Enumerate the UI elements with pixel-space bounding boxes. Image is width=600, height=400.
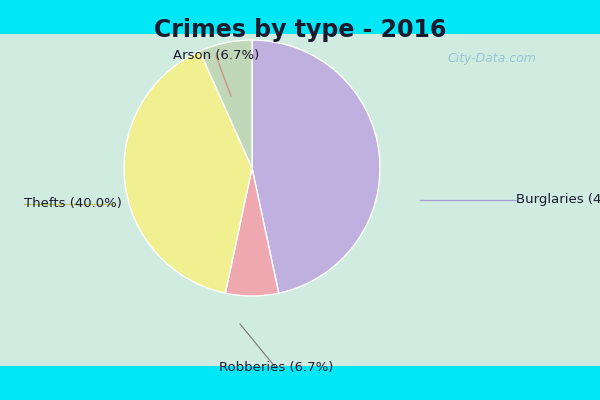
- Text: Crimes by type - 2016: Crimes by type - 2016: [154, 18, 446, 42]
- Wedge shape: [252, 40, 380, 293]
- Text: Robberies (6.7%): Robberies (6.7%): [219, 362, 333, 374]
- Wedge shape: [124, 51, 252, 293]
- Text: Thefts (40.0%): Thefts (40.0%): [24, 198, 122, 210]
- Text: Burglaries (46.7%): Burglaries (46.7%): [516, 194, 600, 206]
- Wedge shape: [200, 40, 252, 168]
- Text: City-Data.com: City-Data.com: [448, 52, 536, 65]
- Wedge shape: [225, 168, 279, 296]
- Text: Arson (6.7%): Arson (6.7%): [173, 50, 259, 62]
